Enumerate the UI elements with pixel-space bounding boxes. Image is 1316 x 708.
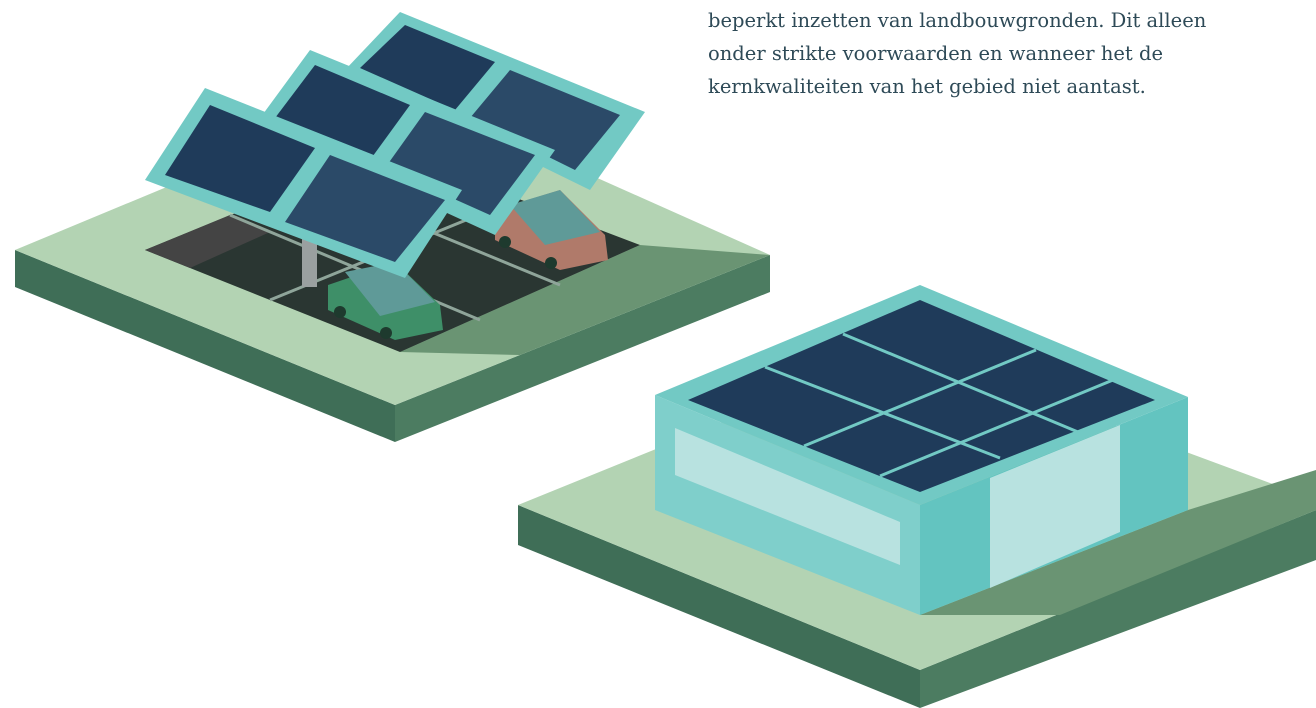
shadow <box>395 245 770 405</box>
parking-shadow <box>145 215 270 268</box>
text-line: beperkt inzetten van landbouwgronden. Di… <box>708 9 1207 32</box>
platform-side <box>15 250 395 442</box>
text-line: kernkwaliteiten van het gebied niet aant… <box>708 75 1146 98</box>
window <box>675 428 900 565</box>
window <box>990 425 1120 588</box>
shadow <box>920 470 1316 615</box>
solar-panel <box>345 12 645 190</box>
car <box>328 262 443 340</box>
car <box>495 190 608 270</box>
carport-scene <box>15 12 770 442</box>
panel-grid <box>764 332 1114 478</box>
platform-side <box>518 505 920 708</box>
solar-panel <box>145 88 462 278</box>
pole <box>302 235 317 287</box>
platform-side <box>395 255 770 442</box>
building-scene <box>518 285 1316 708</box>
text-line: onder strikte voorwaarden en wanneer het… <box>708 42 1163 65</box>
body-text: beperkt inzetten van landbouwgronden. Di… <box>708 4 1206 103</box>
platform-side <box>920 510 1316 708</box>
solar-panel <box>255 50 555 235</box>
